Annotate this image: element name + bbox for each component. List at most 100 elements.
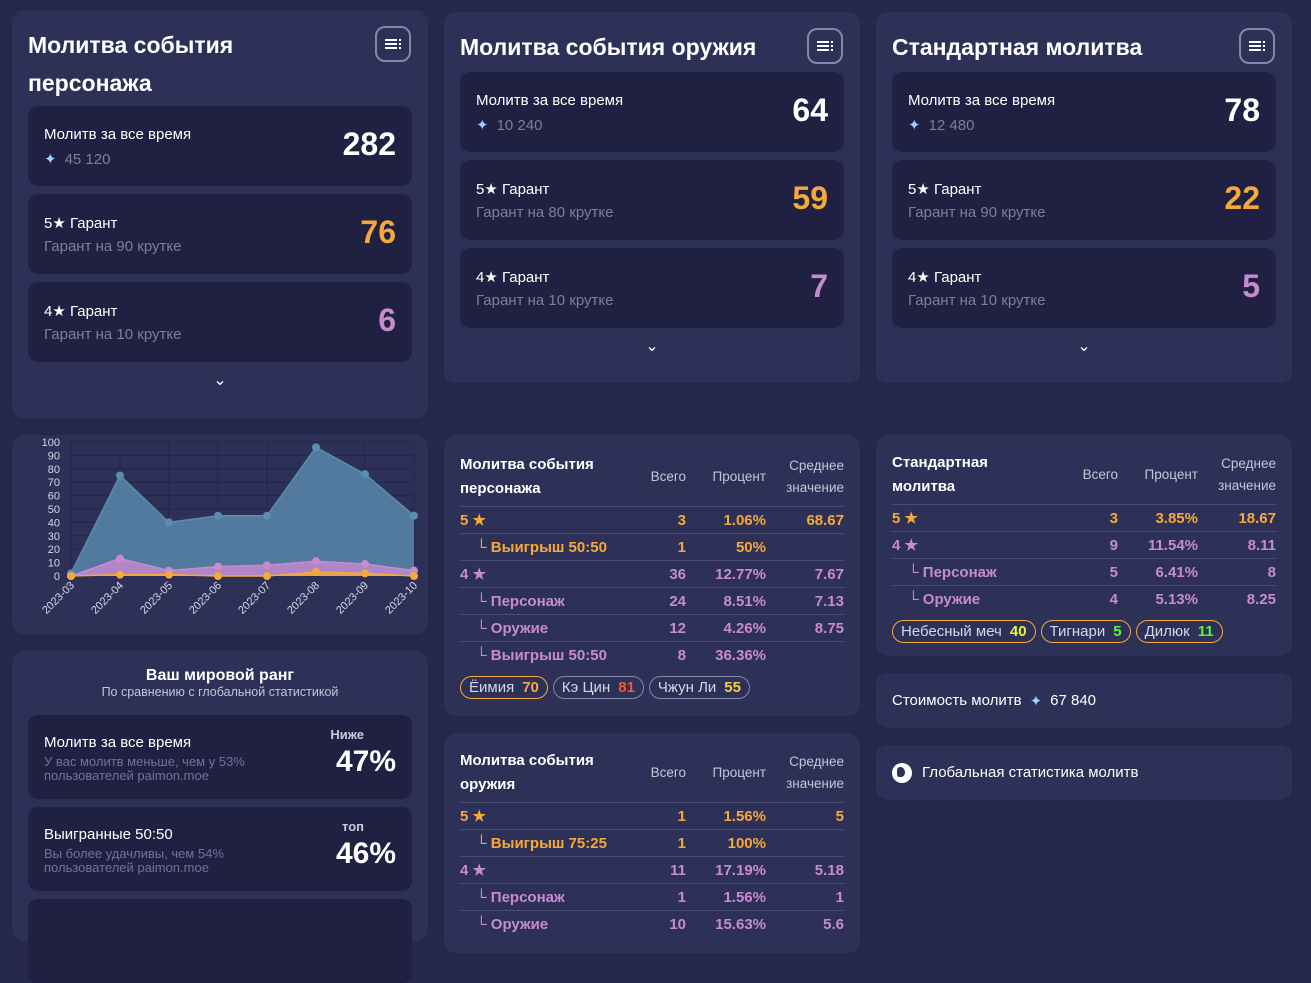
x-tick-label: 2023-09 bbox=[334, 580, 371, 617]
rank-tag: Ниже bbox=[330, 727, 364, 742]
chip-pity: 11 bbox=[1197, 622, 1214, 640]
row-average bbox=[766, 641, 844, 669]
table-row: └ Персонаж 24 8.51% 7.13 bbox=[460, 587, 844, 615]
total-wishes-stat: Молитв за все время ✦ 10 240 64 bbox=[460, 72, 844, 152]
table-card-character: Молитва события персонажа Всего Процент Сред… bbox=[444, 435, 860, 716]
y-tick-label: 50 bbox=[48, 504, 60, 516]
row-label: 5 ★ bbox=[460, 802, 616, 830]
stat-value: 6 bbox=[378, 302, 396, 338]
stat-sub: Гарант на 90 крутке bbox=[908, 204, 1046, 221]
global-stats-link[interactable]: Глобальная статистика молитв bbox=[876, 745, 1292, 800]
rank-label: Молитв за все время bbox=[44, 734, 192, 751]
stat-label: Молитв за все время bbox=[908, 92, 1056, 109]
rank-sub: пользователей paimon.moe bbox=[44, 768, 209, 783]
chip-pity: 40 bbox=[1009, 622, 1027, 640]
series-line bbox=[70, 571, 415, 577]
table-row: 5 ★ 1 1.56% 5 bbox=[460, 802, 844, 830]
rank-sub: пользователей paimon.moe bbox=[44, 860, 209, 875]
table-row: └ Персонаж 5 6.41% 8 bbox=[892, 558, 1276, 586]
data-point bbox=[214, 511, 222, 520]
row-total: 9 bbox=[1048, 531, 1118, 559]
item-chip[interactable]: Небесный меч 40 bbox=[892, 619, 1036, 643]
data-point bbox=[263, 572, 271, 580]
table-row: └ Оружие 12 4.26% 8.75 bbox=[460, 614, 844, 642]
row-average bbox=[766, 829, 844, 857]
rank-tag: топ bbox=[342, 819, 364, 834]
table-row: └ Выигрыш 50:50 8 36.36% bbox=[460, 641, 844, 669]
list-icon bbox=[385, 39, 401, 49]
item-chip[interactable]: Тигнари 5 bbox=[1040, 619, 1131, 643]
row-total: 3 bbox=[1048, 504, 1118, 532]
row-total: 1 bbox=[616, 533, 686, 561]
stat-value: 59 bbox=[792, 180, 828, 216]
stat-value: 5 bbox=[1242, 268, 1260, 304]
table-row: 4 ★ 9 11.54% 8.11 bbox=[892, 531, 1276, 559]
item-chip[interactable]: Ёимия 70 bbox=[460, 675, 548, 699]
chip-name: Дилюк bbox=[1144, 622, 1190, 640]
stat-sub: Гарант на 10 крутке bbox=[44, 326, 182, 343]
chip-name: Тигнари bbox=[1049, 622, 1106, 640]
table-row: 4 ★ 11 17.19% 5.18 bbox=[460, 856, 844, 884]
table-row: 5 ★ 3 3.85% 18.67 bbox=[892, 504, 1276, 532]
menu-button[interactable] bbox=[375, 26, 411, 62]
data-point bbox=[214, 572, 222, 580]
x-tick-label: 2023-08 bbox=[285, 580, 322, 617]
row-total: 11 bbox=[616, 856, 686, 884]
col-percent: Процент bbox=[1144, 467, 1198, 482]
series-line bbox=[70, 557, 415, 577]
item-chip[interactable]: Чжун Ли 55 bbox=[648, 675, 750, 699]
data-point bbox=[263, 561, 271, 570]
data-point bbox=[116, 554, 124, 563]
primogem-amount: 12 480 bbox=[928, 116, 975, 134]
x-tick-label: 2023-04 bbox=[89, 580, 126, 617]
row-total: 1 bbox=[616, 883, 686, 911]
row-label: └ Оружие bbox=[892, 585, 1048, 613]
y-tick-label: 90 bbox=[48, 450, 60, 462]
x-tick-label: 2023-06 bbox=[187, 580, 224, 617]
chip-pity: 55 bbox=[724, 678, 741, 696]
stat-value: 7 bbox=[810, 268, 828, 304]
expand-chevron-icon[interactable]: ⌄ bbox=[645, 338, 659, 355]
expand-chevron-icon[interactable]: ⌄ bbox=[213, 372, 227, 389]
row-total: 36 bbox=[616, 560, 686, 588]
row-label: └ Выигрыш 50:50 bbox=[460, 641, 616, 669]
menu-button[interactable] bbox=[807, 28, 843, 64]
cost-value: 67 840 bbox=[1050, 692, 1097, 709]
row-percent: 50% bbox=[686, 533, 766, 561]
data-point bbox=[312, 443, 320, 452]
row-average: 68.67 bbox=[766, 506, 844, 534]
row-average: 8.25 bbox=[1198, 585, 1276, 613]
primogem-icon: ✦ bbox=[908, 117, 921, 134]
row-label: └ Персонаж bbox=[460, 883, 616, 911]
row-average: 5 bbox=[766, 802, 844, 830]
chip-pity: 5 bbox=[1113, 622, 1122, 640]
data-point bbox=[361, 569, 369, 578]
stat-value: 76 bbox=[360, 214, 396, 250]
y-tick-label: 30 bbox=[48, 531, 60, 543]
data-point bbox=[67, 572, 75, 580]
data-point bbox=[214, 562, 222, 571]
rank-item bbox=[28, 899, 412, 983]
row-label: 4 ★ bbox=[460, 560, 616, 588]
data-point bbox=[263, 511, 271, 520]
globe-icon bbox=[892, 762, 912, 783]
chip-pity: 70 bbox=[522, 678, 539, 696]
col-percent: Процент bbox=[712, 469, 766, 484]
banner-title: Молитва события персонажа bbox=[28, 32, 234, 96]
item-chip[interactable]: Дилюк 11 bbox=[1135, 619, 1223, 643]
data-point bbox=[116, 471, 124, 480]
item-chip[interactable]: Кэ Цин 81 bbox=[552, 675, 644, 699]
menu-button[interactable] bbox=[1239, 28, 1275, 64]
y-tick-label: 20 bbox=[48, 544, 60, 556]
stat-label: Молитв за все время bbox=[44, 126, 192, 143]
row-percent: 1.56% bbox=[686, 802, 766, 830]
y-tick-label: 80 bbox=[48, 464, 60, 476]
stat-label: 4★ Гарант bbox=[476, 269, 550, 286]
chip-name: Ёимия bbox=[469, 678, 515, 696]
col-total: Всего bbox=[1082, 467, 1118, 482]
stat-value: 78 bbox=[1224, 92, 1260, 128]
expand-chevron-icon[interactable]: ⌄ bbox=[1077, 338, 1091, 355]
stat-label: 5★ Гарант bbox=[908, 181, 982, 198]
data-point bbox=[312, 557, 320, 566]
